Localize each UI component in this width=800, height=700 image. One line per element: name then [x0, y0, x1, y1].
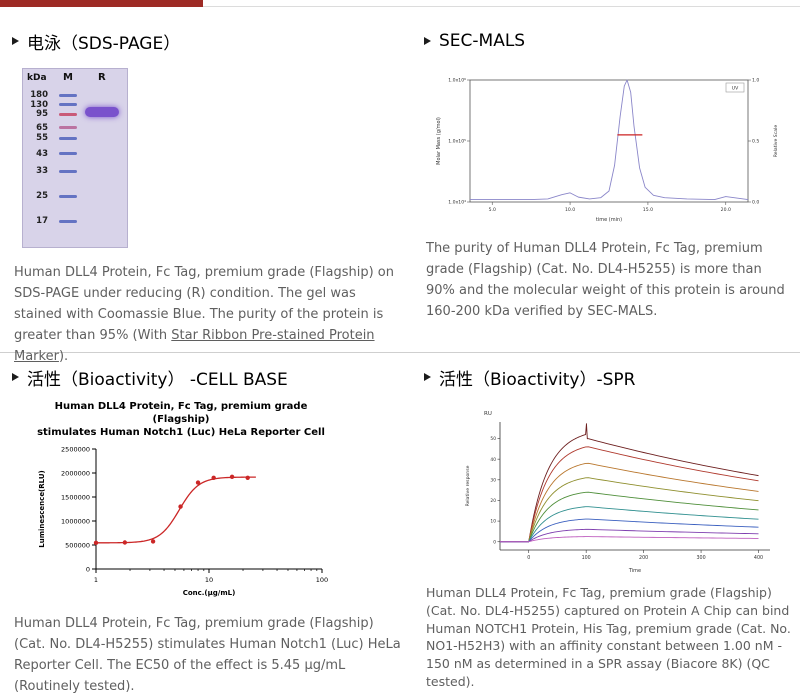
svg-text:Relative Scale: Relative Scale	[773, 125, 779, 158]
section-bioactivity-spr: 活性（Bioactivity）-SPR 0 10 20 30 40 50 0 100 200 30…	[424, 366, 796, 691]
svg-text:10.0: 10.0	[565, 207, 575, 213]
protein-marker-link[interactable]: Star Ribbon Pre-stained Protein Marker	[14, 328, 375, 365]
gel-marker-band	[59, 136, 77, 140]
gel-lane-label-r: R	[98, 72, 106, 83]
svg-text:1000000: 1000000	[61, 517, 90, 525]
svg-text:2000000: 2000000	[61, 469, 90, 477]
gel-marker-band	[59, 219, 77, 223]
gel-marker-label: 130	[30, 99, 48, 110]
svg-text:0: 0	[493, 539, 496, 545]
svg-text:time (min): time (min)	[596, 217, 622, 223]
svg-text:1.0: 1.0	[752, 78, 759, 84]
triangle-bullet-icon	[424, 373, 431, 381]
svg-text:0.0: 0.0	[752, 200, 759, 206]
svg-text:2500000: 2500000	[61, 445, 90, 453]
sec-mals-header: SEC-MALS	[424, 30, 794, 52]
gel-marker-band	[59, 126, 77, 130]
svg-text:0: 0	[527, 555, 530, 561]
svg-text:0.5: 0.5	[752, 139, 759, 145]
svg-text:20.0: 20.0	[721, 207, 731, 213]
gel-sample-band	[85, 106, 119, 117]
gel-marker-label: 17	[36, 216, 48, 227]
gel-marker-band	[59, 169, 77, 173]
gel-marker-band	[59, 194, 77, 198]
gel-kda-label: kDa	[27, 73, 47, 83]
svg-text:Conc.(μg/mL): Conc.(μg/mL)	[183, 589, 236, 597]
active-tab-indicator[interactable]	[0, 0, 203, 7]
gel-marker-band	[59, 112, 77, 116]
section-sec-mals: SEC-MALS 1.0x10⁶ 1.0x10⁵ 1.0x10⁴ 1.0 0.5 0.0 5…	[424, 30, 794, 322]
svg-text:5.0: 5.0	[489, 207, 496, 213]
sec-mals-chart: 1.0x10⁶ 1.0x10⁵ 1.0x10⁴ 1.0 0.5 0.0 5.0 10.0 15.…	[436, 78, 779, 223]
svg-text:30: 30	[490, 477, 496, 483]
svg-text:1.0x10⁴: 1.0x10⁴	[448, 200, 466, 206]
svg-text:500000: 500000	[65, 541, 90, 549]
svg-text:0: 0	[86, 565, 90, 573]
gel-marker-band	[59, 93, 77, 97]
gel-marker-label: 180	[30, 90, 48, 101]
gel-marker-label: 65	[36, 122, 48, 133]
svg-text:1.0x10⁶: 1.0x10⁶	[448, 78, 466, 84]
svg-text:10: 10	[490, 519, 496, 525]
cell-chart-title-line2: stimulates Human Notch1 (Luc) HeLa Repor…	[37, 427, 325, 438]
svg-text:100: 100	[582, 555, 591, 561]
sec-mals-title: SEC-MALS	[439, 31, 526, 51]
svg-text:1.0x10⁵: 1.0x10⁵	[448, 139, 466, 145]
svg-text:UV: UV	[732, 86, 739, 92]
sec-mals-caption: The purity of Human DLL4 Protein, Fc Tag…	[426, 241, 785, 320]
svg-text:1: 1	[94, 576, 98, 584]
sds-page-gel-image: kDa M R 180 130 95 65 55 43 33 25 17	[22, 68, 128, 248]
caption-text: Human DLL4 Protein, Fc Tag, premium grad…	[14, 265, 394, 344]
gel-lane-label-m: M	[63, 72, 73, 83]
svg-text:1500000: 1500000	[61, 493, 90, 501]
svg-text:Luminescence(RLU): Luminescence(RLU)	[38, 470, 46, 548]
svg-text:Time: Time	[628, 568, 641, 574]
cell-base-title: 活性（Bioactivity） -CELL BASE	[27, 369, 288, 390]
svg-text:20: 20	[490, 498, 496, 504]
svg-text:Relative response: Relative response	[465, 465, 471, 506]
cell-base-header: 活性（Bioactivity） -CELL BASE	[12, 366, 404, 390]
cell-base-caption: Human DLL4 Protein, Fc Tag, premium grad…	[14, 616, 401, 695]
section-divider	[0, 352, 800, 353]
triangle-bullet-icon	[424, 37, 431, 45]
gel-marker-label: 95	[36, 109, 48, 120]
gel-marker-label: 55	[36, 133, 48, 144]
svg-text:RU: RU	[484, 411, 492, 417]
svg-text:15.0: 15.0	[643, 207, 653, 213]
triangle-bullet-icon	[12, 37, 19, 45]
svg-text:50: 50	[490, 436, 496, 442]
cell-chart-title: Human DLL4 Protein, Fc Tag, premium grad…	[12, 400, 404, 439]
gel-marker-label: 43	[36, 148, 48, 159]
spr-title: 活性（Bioactivity）-SPR	[439, 369, 636, 390]
section-sds-page: 电泳（SDS-PAGE） kDa M R 180 130 95 65 55 43 33 25 1…	[12, 30, 400, 367]
gel-marker-label: 25	[36, 191, 48, 202]
gel-marker-band	[59, 152, 77, 156]
caption-text: ).	[58, 349, 69, 365]
svg-text:10: 10	[205, 576, 213, 584]
cell-chart-title-line1: Human DLL4 Protein, Fc Tag, premium grad…	[54, 401, 308, 425]
spr-caption: Human DLL4 Protein, Fc Tag, premium grad…	[426, 585, 791, 689]
triangle-bullet-icon	[12, 373, 19, 381]
svg-text:400: 400	[754, 555, 763, 561]
spr-chart: 0 10 20 30 40 50 0 100 200 300 400 RU Relative respo…	[465, 411, 770, 574]
gel-marker-band	[59, 103, 77, 107]
svg-text:100: 100	[316, 576, 328, 584]
gel-marker-label: 33	[36, 166, 48, 177]
sds-page-header: 电泳（SDS-PAGE）	[12, 30, 400, 54]
svg-text:Molar Mass (g/mol): Molar Mass (g/mol)	[436, 117, 442, 165]
sds-page-title: 电泳（SDS-PAGE）	[27, 33, 181, 54]
tab-strip-line	[203, 6, 800, 7]
svg-text:40: 40	[490, 457, 496, 463]
section-bioactivity-cell-base: 活性（Bioactivity） -CELL BASE Human DLL4 Pr…	[12, 366, 404, 697]
svg-text:200: 200	[639, 555, 648, 561]
spr-header: 活性（Bioactivity）-SPR	[424, 366, 796, 390]
svg-text:300: 300	[696, 555, 705, 561]
sds-page-caption: Human DLL4 Protein, Fc Tag, premium grad…	[14, 262, 400, 367]
cell-base-chart: 0 500000 1000000 1500000 2000000 2500000 1 10 10…	[38, 445, 328, 597]
